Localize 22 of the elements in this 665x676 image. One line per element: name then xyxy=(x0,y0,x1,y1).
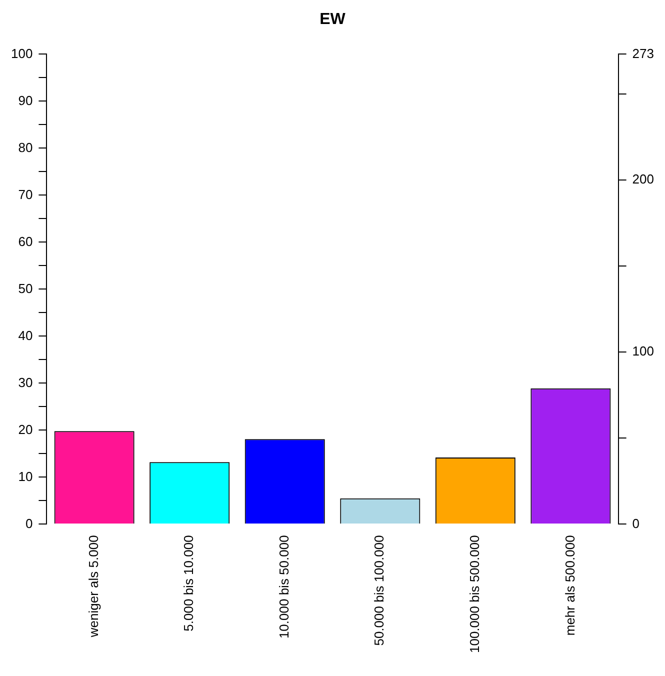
y-tick-label: 80 xyxy=(18,140,33,155)
y-tick-label: 0 xyxy=(25,516,33,531)
x-tick-label: 100.000 bis 500.000 xyxy=(466,535,482,654)
y2-tick-label: 200 xyxy=(632,171,654,186)
y-tick-label: 50 xyxy=(18,280,33,296)
x-tick-label: 50.000 bis 100.000 xyxy=(372,535,387,646)
y-tick-label: 70 xyxy=(18,186,33,202)
y-tick-label: 20 xyxy=(18,422,33,437)
chart-title: EW xyxy=(320,11,346,28)
y-tick-label: 60 xyxy=(18,234,33,249)
y-tick-label: 40 xyxy=(18,328,33,343)
y-tick-label: 10 xyxy=(18,468,33,484)
y-tick-label: 90 xyxy=(18,92,33,108)
x-tick-label: 5.000 bis 10.000 xyxy=(181,535,196,632)
y2-tick-label: 273 xyxy=(632,46,654,61)
x-tick-label: 10.000 bis 50.000 xyxy=(276,535,292,639)
x-tick-label: weniger als 5.000 xyxy=(86,535,101,638)
y2-tick-label: 100 xyxy=(632,344,654,359)
y-tick-label: 30 xyxy=(18,374,33,390)
y-tick-label: 100 xyxy=(10,46,33,61)
y2-tick-label: 0 xyxy=(632,516,640,531)
x-tick-label: mehr als 500.000 xyxy=(562,535,578,636)
